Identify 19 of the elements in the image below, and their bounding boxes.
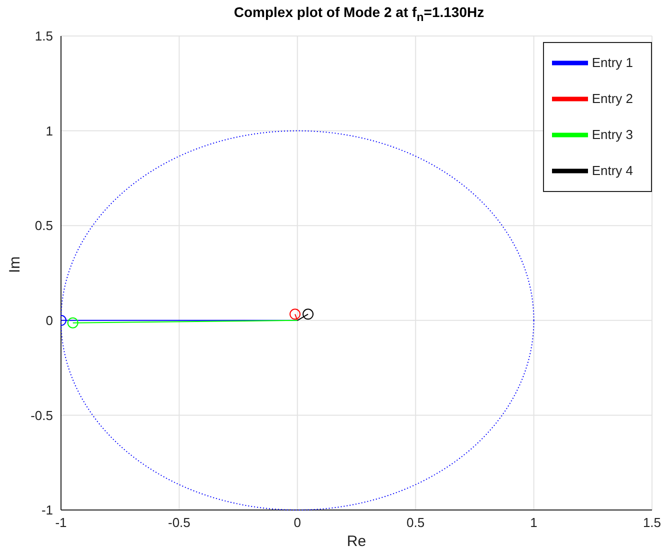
- chart-title: Complex plot of Mode 2 at f$_{n}$=1.130Hz: [232, 4, 486, 24]
- legend-label: Entry 1: [592, 55, 633, 70]
- y-axis-title: Im: [6, 256, 24, 273]
- x-tick-label: 0.5: [406, 515, 425, 530]
- legend-label: Entry 4: [592, 163, 633, 178]
- x-tick-label: 1.5: [642, 515, 662, 530]
- y-tick-label: -0.5: [30, 408, 53, 423]
- x-axis-title: Re: [346, 533, 366, 548]
- x-tick-label: -0.5: [168, 515, 190, 530]
- x-tick-label: -1: [55, 515, 67, 530]
- x-tick-label: 0: [294, 515, 302, 530]
- x-tick-label: 1: [530, 515, 538, 530]
- y-tick-label: 1: [46, 123, 53, 138]
- y-tick-label: 1.5: [34, 28, 53, 44]
- y-tick-label: -1: [41, 502, 53, 518]
- legend-label: Entry 2: [592, 91, 633, 106]
- legend-label: Entry 3: [592, 127, 633, 142]
- y-tick-label: 0: [46, 313, 53, 328]
- y-tick-label: 0.5: [34, 218, 53, 234]
